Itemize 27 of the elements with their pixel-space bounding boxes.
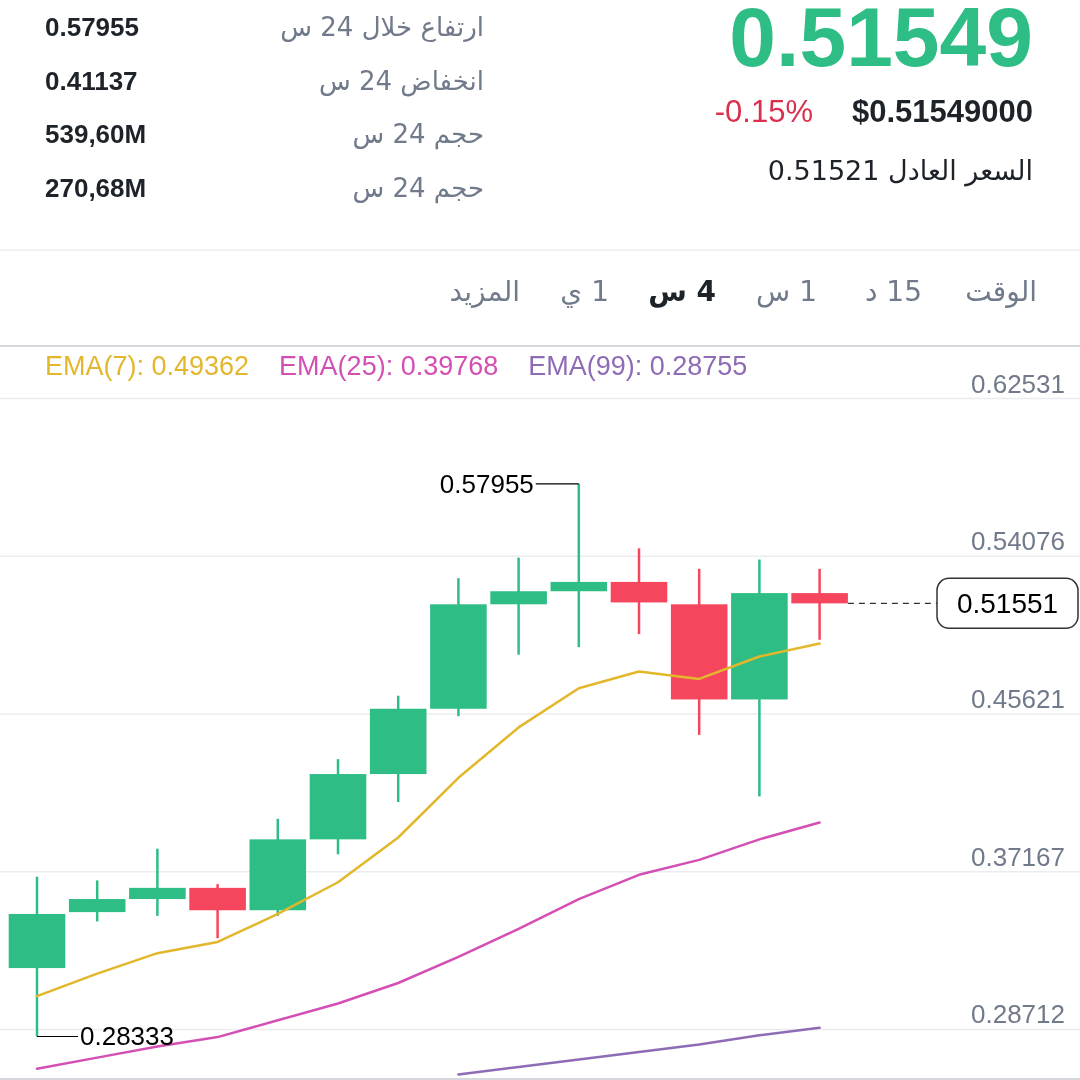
- text: -0.15%: [714, 93, 813, 129]
- y-tick-label: 0.37167: [971, 841, 1065, 872]
- text: حجم 24 س: [352, 173, 484, 204]
- text: انخفاض 24 س: [318, 66, 484, 97]
- text: 0.57955: [45, 12, 139, 42]
- text: الوقت: [965, 274, 1037, 308]
- y-tick-label: 0.54076: [971, 526, 1065, 557]
- text: المزيد: [449, 274, 520, 308]
- text: 539,60M: [45, 119, 147, 149]
- text: 15 د: [864, 274, 922, 308]
- text: 1 ي: [560, 274, 609, 308]
- text: 0.41137: [45, 66, 138, 96]
- text: السعر العادل 0.51521: [767, 154, 1033, 187]
- legend: EMA(7): 0.49362 EMA(25): 0.39768 EMA(99): 0.28755: [45, 351, 748, 381]
- text: 0.51549: [729, 0, 1033, 84]
- text: $0.51549000: [851, 93, 1033, 129]
- text: حجم 24 س: [352, 119, 484, 150]
- text: 270,68M: [45, 173, 147, 203]
- text: 1 س: [756, 274, 817, 308]
- text: 4 س: [648, 274, 716, 308]
- annotation: 0.57955: [439, 468, 534, 499]
- text: ارتفاع خلال 24 س: [280, 12, 484, 42]
- y-tick-label: 0.45621: [971, 683, 1065, 714]
- annotation: 0.28333: [80, 1021, 174, 1052]
- y-tick-label: 0.28712: [971, 999, 1065, 1030]
- y-tick-label: 0.62531: [971, 368, 1065, 399]
- ref-line-label: 0.51551: [956, 587, 1059, 619]
